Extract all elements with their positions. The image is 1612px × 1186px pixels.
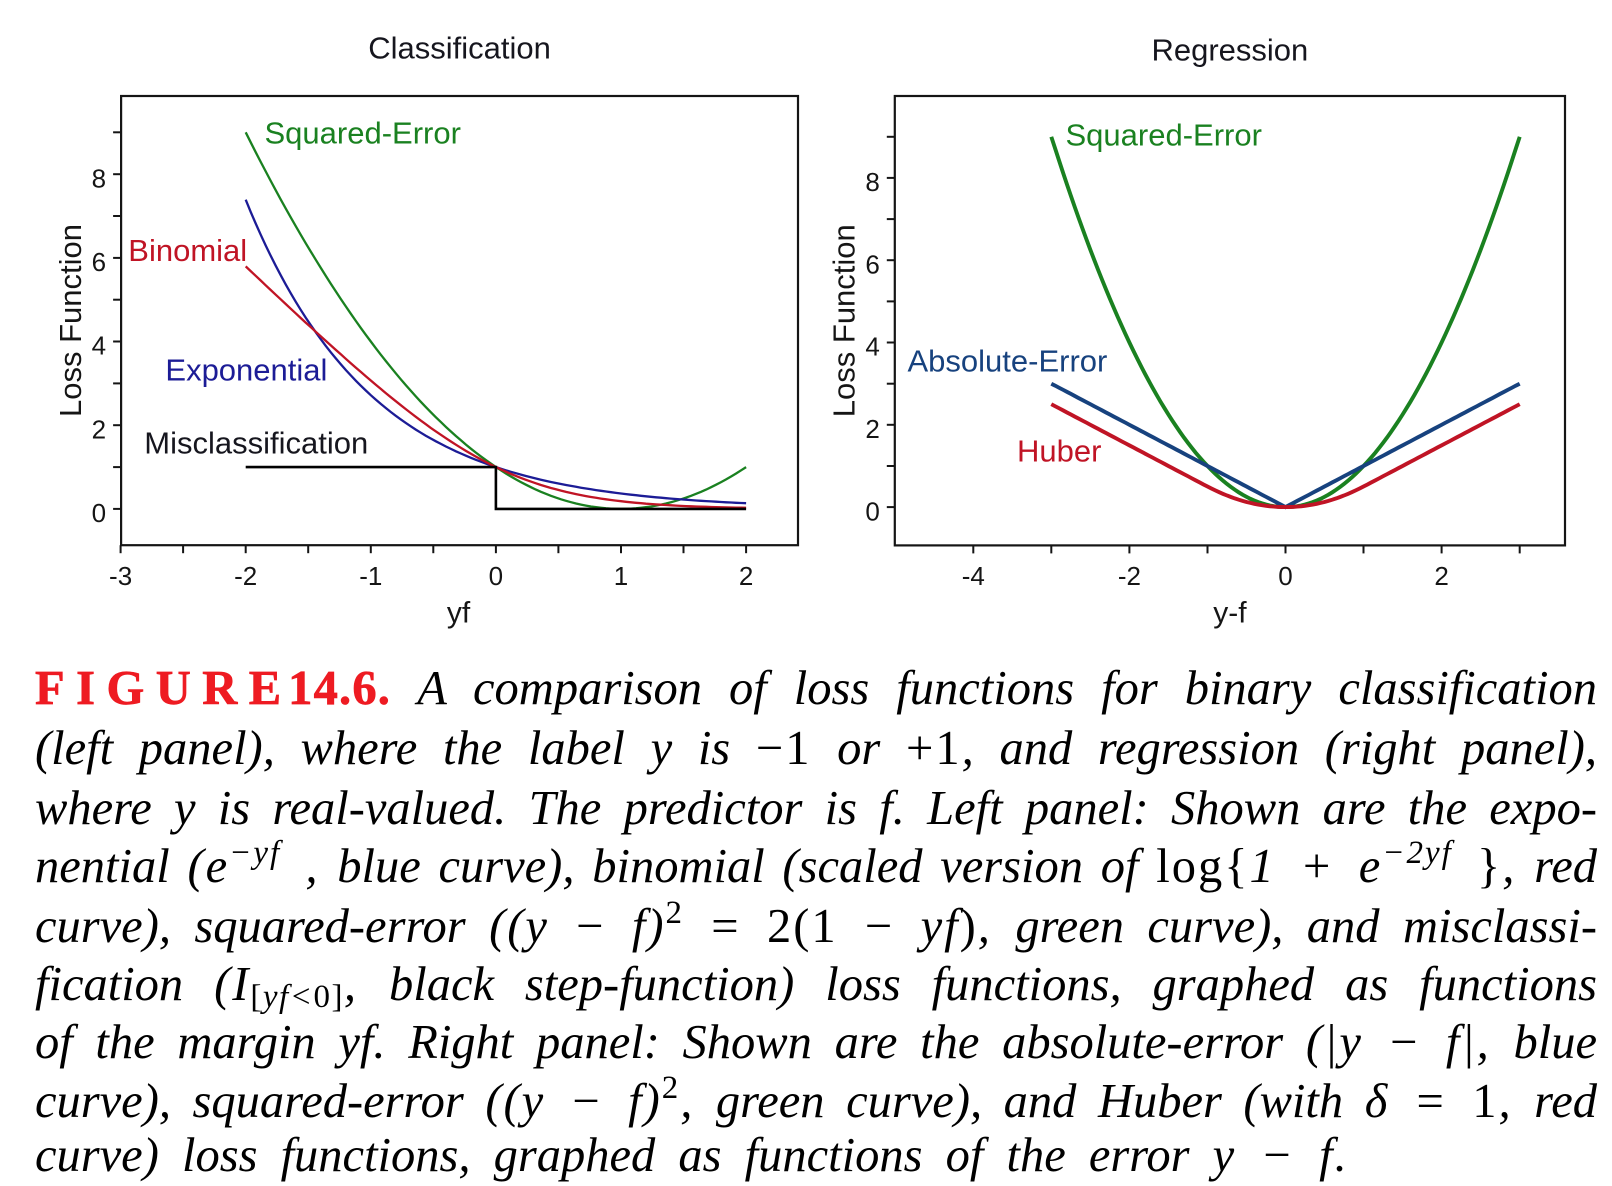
svg-text:-2: -2 <box>1118 561 1141 591</box>
svg-text:-2: -2 <box>234 561 257 591</box>
svg-text:6: 6 <box>865 249 879 279</box>
svg-text:8: 8 <box>92 163 106 193</box>
svg-text:y-f: y-f <box>1213 597 1247 630</box>
svg-text:yf: yf <box>447 597 471 630</box>
svg-text:Loss Function: Loss Function <box>827 224 862 417</box>
svg-text:Squared-Error: Squared-Error <box>1066 118 1262 153</box>
svg-text:8: 8 <box>865 167 879 197</box>
svg-text:0: 0 <box>489 561 503 591</box>
svg-text:Huber: Huber <box>1017 433 1101 468</box>
svg-text:4: 4 <box>865 332 879 362</box>
svg-text:6: 6 <box>92 247 106 277</box>
svg-text:2: 2 <box>739 561 753 591</box>
svg-text:0: 0 <box>92 498 106 528</box>
svg-text:2: 2 <box>865 414 879 444</box>
svg-text:-1: -1 <box>359 561 382 591</box>
svg-text:Squared-Error: Squared-Error <box>265 116 461 151</box>
svg-text:1: 1 <box>614 561 628 591</box>
svg-text:Regression: Regression <box>1151 32 1308 67</box>
svg-text:-4: -4 <box>962 561 985 591</box>
svg-text:2: 2 <box>92 414 106 444</box>
svg-text:Absolute-Error: Absolute-Error <box>908 343 1108 378</box>
svg-text:Classification: Classification <box>368 31 551 66</box>
svg-text:2: 2 <box>1434 561 1448 591</box>
svg-text:Misclassification: Misclassification <box>144 426 368 461</box>
svg-text:Loss Function: Loss Function <box>53 224 88 417</box>
svg-text:Binomial: Binomial <box>128 233 247 268</box>
svg-text:0: 0 <box>865 496 879 526</box>
svg-text:Exponential: Exponential <box>165 353 327 388</box>
svg-text:-3: -3 <box>109 561 132 591</box>
svg-text:0: 0 <box>1278 561 1292 591</box>
svg-text:4: 4 <box>92 331 106 361</box>
